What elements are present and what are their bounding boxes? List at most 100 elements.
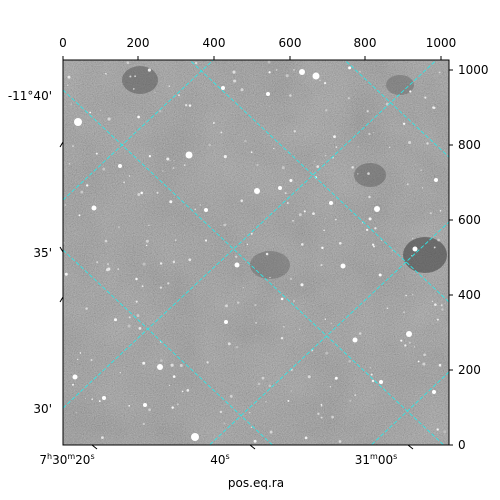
star <box>368 132 371 136</box>
top-tick-label: 0 <box>59 36 67 50</box>
star <box>373 245 375 248</box>
right-tick-label: 400 <box>458 288 481 302</box>
star <box>423 353 426 357</box>
star <box>145 239 149 243</box>
star <box>89 111 92 114</box>
star <box>75 412 77 414</box>
star <box>436 318 439 321</box>
bright-star <box>266 92 270 96</box>
star <box>440 304 443 307</box>
star <box>443 430 447 434</box>
star <box>85 397 87 400</box>
star <box>70 103 73 105</box>
star <box>123 181 126 184</box>
dec-tick-label: 30' <box>33 402 52 416</box>
bright-star <box>234 262 240 268</box>
star <box>371 379 375 383</box>
star <box>114 318 117 322</box>
bright-star <box>254 188 260 194</box>
star <box>159 286 163 289</box>
star <box>135 277 138 281</box>
star <box>325 155 327 157</box>
star <box>386 307 389 309</box>
star <box>175 239 177 241</box>
ra-ticks <box>91 444 414 450</box>
star <box>405 294 407 297</box>
star <box>357 146 359 148</box>
star <box>439 209 442 212</box>
star <box>154 91 156 93</box>
star <box>300 283 304 287</box>
star <box>168 384 171 387</box>
star <box>90 359 93 361</box>
top-tick-labels: 0 200 400 600 800 1000 <box>59 36 456 50</box>
star <box>312 212 315 215</box>
star <box>220 225 222 227</box>
plot-frame <box>62 59 450 446</box>
bright-star <box>157 364 163 370</box>
star <box>105 73 107 75</box>
star <box>348 359 352 363</box>
star <box>158 109 162 113</box>
star <box>86 184 89 187</box>
star <box>223 155 227 159</box>
star <box>208 143 211 147</box>
star <box>172 167 175 169</box>
bright-star <box>72 374 78 380</box>
ra-tick-label: 31m00s <box>355 452 398 467</box>
star <box>147 68 151 72</box>
star <box>135 300 138 303</box>
star <box>413 346 415 348</box>
star <box>335 376 338 380</box>
grid-line <box>370 371 449 445</box>
bright-star <box>340 263 346 269</box>
star <box>79 352 82 354</box>
bright-star <box>185 151 193 159</box>
star <box>117 226 120 229</box>
bright-star <box>329 201 333 205</box>
bright-star <box>204 208 208 212</box>
star <box>333 135 336 139</box>
x-axis-label: pos.eq.ra <box>228 476 284 490</box>
star <box>366 110 369 113</box>
star <box>219 410 223 414</box>
ra-tick-label: 40s <box>210 452 229 467</box>
star <box>289 94 292 97</box>
star <box>257 382 261 386</box>
star <box>325 109 328 112</box>
star <box>433 246 436 249</box>
bright-star <box>299 69 305 75</box>
star <box>265 400 267 403</box>
star <box>256 163 259 167</box>
star <box>268 106 270 108</box>
star <box>156 191 159 194</box>
sky-image <box>63 60 449 445</box>
star <box>172 260 176 264</box>
right-tick-label: 200 <box>458 363 481 377</box>
star <box>137 115 140 119</box>
star <box>268 71 271 74</box>
bright-star <box>191 433 199 441</box>
star <box>167 282 170 285</box>
star <box>106 268 109 272</box>
star <box>250 151 253 154</box>
star <box>133 88 135 90</box>
star <box>168 85 170 87</box>
star-field <box>63 60 447 443</box>
star <box>289 277 293 281</box>
star <box>402 122 406 125</box>
star <box>236 301 240 304</box>
star <box>441 308 444 311</box>
star <box>107 117 111 121</box>
star <box>107 263 109 266</box>
star <box>434 303 437 306</box>
star <box>269 430 273 434</box>
star <box>171 406 174 409</box>
star <box>273 147 275 150</box>
bright-star <box>374 206 380 212</box>
star <box>91 398 93 400</box>
star <box>78 214 81 217</box>
star <box>244 139 247 143</box>
star <box>142 361 146 365</box>
star <box>331 415 334 419</box>
